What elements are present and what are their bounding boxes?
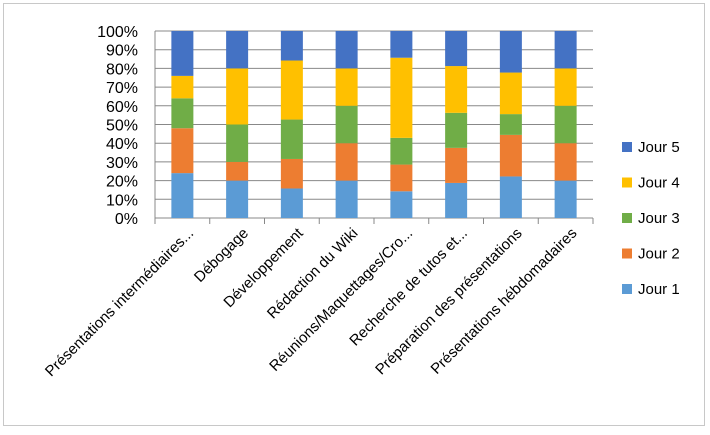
bar-segment-jour-1 <box>335 180 358 218</box>
legend-swatch <box>622 142 632 152</box>
bar-segment-jour-2 <box>226 161 249 181</box>
bar-segment-jour-3 <box>280 119 303 159</box>
bar-segment-jour-2 <box>499 134 522 177</box>
y-tick-label: 10% <box>106 192 138 209</box>
bar-segment-jour-5 <box>445 31 468 67</box>
bar-segment-jour-1 <box>280 188 303 218</box>
legend-label: Jour 1 <box>638 281 680 298</box>
legend-swatch <box>622 248 632 259</box>
bar-segment-jour-1 <box>171 173 194 218</box>
bar-segment-jour-3 <box>445 112 468 148</box>
bar-segment-jour-2 <box>280 158 303 189</box>
bar-segment-jour-5 <box>171 31 194 76</box>
bar-segment-jour-3 <box>390 137 413 165</box>
y-tick-label: 100% <box>97 24 138 41</box>
bar-segment-jour-1 <box>554 180 577 218</box>
bar-segment-jour-5 <box>226 31 249 69</box>
stacked-bar-chart: 0% 10%20% 30% 40%50% 60% 70% 80%90% 100% Présent… <box>42 24 680 380</box>
bar-segment-jour-4 <box>445 66 468 113</box>
bar-segment-jour-1 <box>226 180 249 218</box>
legend-label: Jour 4 <box>638 175 680 192</box>
bar-segment-jour-5 <box>499 31 522 73</box>
bar-segment-jour-3 <box>335 105 358 144</box>
y-tick-label: 80% <box>106 61 138 78</box>
legend-label: Jour 3 <box>638 210 680 227</box>
x-category-label: Rédaction du Wiki <box>264 225 362 323</box>
bar-segment-jour-4 <box>171 75 194 99</box>
bar-segment-jour-1 <box>445 182 468 218</box>
bar-segment-jour-5 <box>554 31 577 69</box>
y-tick-label: 70% <box>106 80 138 97</box>
x-category-label: Présentations intermédiaires... <box>42 225 197 380</box>
bar-segment-jour-3 <box>171 98 194 129</box>
legend-swatch <box>622 177 632 188</box>
bar-segment-jour-4 <box>280 60 303 120</box>
y-tick-label: 30% <box>106 155 138 172</box>
bar-segment-jour-1 <box>499 176 522 218</box>
chart-frame[interactable]: 0% 10% 20% 30% 40% 50% 60% 70% 80% 90% 100% Présent… <box>3 3 705 426</box>
y-tick-label: 20% <box>106 174 138 191</box>
bar-segment-jour-1 <box>390 191 413 218</box>
bar-segment-jour-5 <box>335 31 358 69</box>
bar-segment-jour-4 <box>390 57 413 138</box>
bar-segment-jour-2 <box>171 128 194 174</box>
bar-segment-jour-2 <box>335 143 358 181</box>
y-tick-label: 90% <box>106 43 138 60</box>
bar-segment-jour-4 <box>499 72 522 115</box>
y-tick-label: 40% <box>106 136 138 153</box>
bar-segment-jour-3 <box>499 114 522 135</box>
y-tick-label: 0% <box>115 211 138 228</box>
bar-segment-jour-2 <box>445 147 468 183</box>
y-tick-label: 60% <box>106 99 138 116</box>
legend-label: Jour 5 <box>638 139 680 156</box>
legend-swatch <box>622 284 632 294</box>
bar-segment-jour-5 <box>280 31 303 61</box>
bar-segment-jour-2 <box>554 143 577 181</box>
bar-segment-jour-3 <box>226 124 249 162</box>
y-tick-label: 50% <box>106 118 138 135</box>
legend-swatch <box>622 213 632 223</box>
bar-segment-jour-3 <box>554 105 577 144</box>
bar-segment-jour-4 <box>335 68 358 106</box>
bar-segment-jour-4 <box>226 68 249 125</box>
bar-segment-jour-4 <box>554 68 577 106</box>
bar-segment-jour-2 <box>390 164 413 192</box>
bar-segment-jour-5 <box>390 31 413 58</box>
legend-label: Jour 2 <box>638 246 680 263</box>
